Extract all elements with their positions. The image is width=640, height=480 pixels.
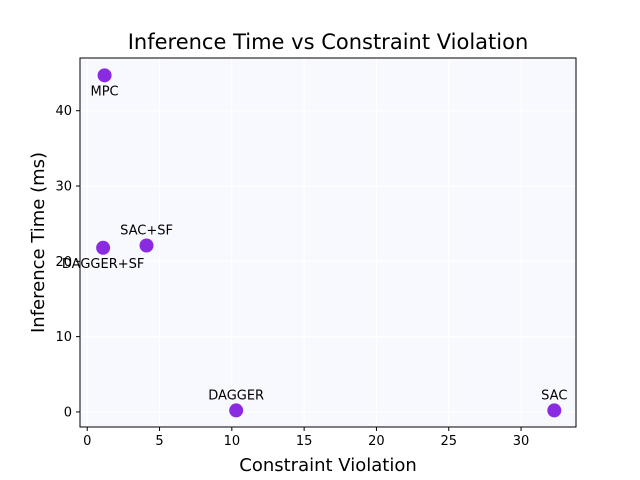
y-tick-label: 20: [55, 255, 72, 270]
data-point: [229, 403, 244, 418]
data-points: [96, 68, 562, 418]
x-tick-label: 20: [368, 434, 385, 449]
point-label: MPC: [91, 84, 119, 99]
x-tick-label: 5: [155, 434, 163, 449]
grid-lines: [80, 58, 576, 427]
x-tick-label: 0: [83, 434, 91, 449]
data-point: [96, 240, 111, 255]
y-axis-ticks: 0 10 20 30 40: [55, 104, 80, 420]
point-label: SAC+SF: [120, 224, 173, 239]
chart-title: Inference Time vs Constraint Violation: [128, 30, 529, 54]
data-point: [139, 238, 154, 253]
x-tick-label: 25: [440, 434, 457, 449]
x-axis-title: Constraint Violation: [239, 455, 417, 476]
y-tick-label: 0: [64, 405, 72, 420]
point-label: DAGGER+SF: [62, 257, 144, 272]
y-tick-label: 10: [55, 330, 72, 345]
data-point: [547, 403, 562, 418]
plot-frame: [79, 57, 577, 428]
point-label: SAC: [541, 388, 567, 403]
point-labels: MPC SAC+SF DAGGER+SF DAGGER SAC: [62, 84, 568, 403]
y-tick-label: 30: [55, 180, 72, 195]
y-axis-title: Inference Time (ms): [28, 152, 49, 333]
data-point: [97, 68, 112, 83]
x-axis-ticks: 0 5 10 15 20 25 30: [83, 427, 529, 449]
x-tick-label: 10: [224, 434, 241, 449]
y-tick-label: 40: [55, 104, 72, 119]
x-tick-label: 30: [513, 434, 530, 449]
point-label: DAGGER: [208, 388, 264, 403]
plot-area: [80, 58, 576, 427]
x-tick-label: 15: [296, 434, 313, 449]
